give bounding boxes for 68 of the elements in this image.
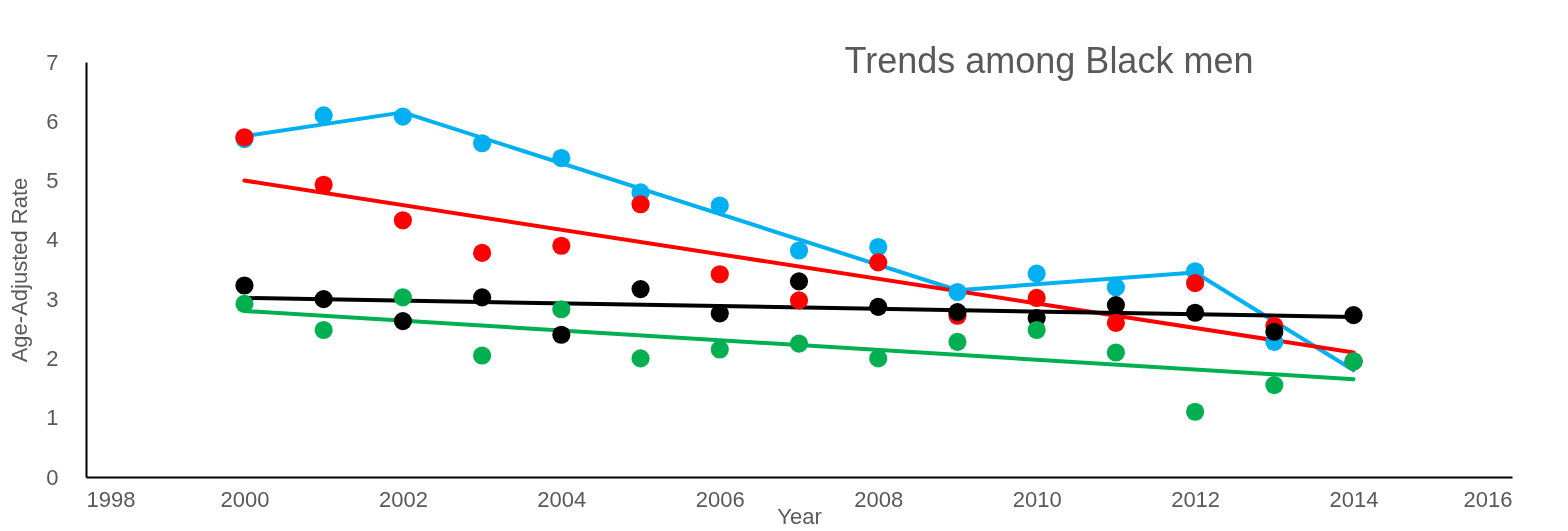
x-tick-label: 2000	[220, 486, 270, 512]
point	[393, 107, 412, 126]
y-tick-label: 2	[46, 345, 59, 371]
point	[1106, 296, 1125, 315]
x-tick-label: 1998	[86, 486, 136, 512]
point	[473, 346, 492, 365]
point	[710, 340, 729, 359]
point	[393, 211, 412, 230]
point	[1186, 274, 1205, 293]
point	[631, 280, 650, 299]
x-tick-label: 2010	[1012, 486, 1062, 512]
point	[1106, 278, 1125, 297]
point	[948, 282, 967, 302]
point	[1027, 320, 1046, 340]
x-tick-label: 2008	[854, 486, 904, 512]
point	[552, 148, 571, 168]
y-tick-label: 4	[46, 227, 59, 253]
x-tick-label: 2014	[1329, 486, 1379, 512]
point	[869, 237, 888, 257]
x-axis-title: Year	[777, 503, 822, 529]
point	[710, 265, 729, 284]
chart-title: Trends among Black men	[844, 40, 1254, 81]
point	[235, 276, 254, 295]
point	[314, 290, 333, 309]
y-tick-label: 3	[46, 286, 59, 312]
point	[1027, 264, 1046, 283]
x-tick-label: 2012	[1171, 486, 1221, 512]
y-tick-label: 6	[46, 108, 59, 134]
point	[314, 320, 333, 340]
point	[789, 291, 809, 310]
point	[1027, 288, 1046, 308]
x-tick-label: 2006	[695, 486, 745, 512]
point	[1106, 313, 1125, 332]
point	[1186, 303, 1205, 322]
y-tick-label: 1	[46, 405, 59, 431]
point	[314, 175, 333, 194]
x-tick-label: 2004	[537, 486, 587, 512]
point	[552, 236, 571, 255]
point	[552, 325, 571, 344]
x-tick-label: 2002	[378, 486, 428, 512]
point	[473, 288, 492, 307]
point	[1265, 376, 1284, 395]
point	[869, 349, 888, 368]
point	[869, 253, 888, 272]
point	[789, 241, 809, 260]
point	[948, 332, 967, 351]
point	[393, 288, 412, 307]
point	[1344, 306, 1363, 325]
y-tick-label: 5	[46, 168, 59, 194]
point	[1265, 322, 1284, 341]
x-tick-label: 2016	[1463, 486, 1513, 512]
point	[1186, 402, 1205, 421]
point	[631, 195, 650, 214]
point	[789, 272, 809, 291]
point	[393, 312, 412, 331]
point	[789, 334, 809, 353]
point	[631, 349, 650, 368]
point	[710, 196, 729, 215]
point	[552, 300, 571, 319]
point	[473, 243, 492, 262]
point	[1106, 343, 1125, 362]
point	[869, 297, 888, 316]
y-axis-title: Age-Adjusted Rate	[7, 177, 33, 363]
y-tick-label: 0	[46, 464, 59, 490]
point	[314, 106, 333, 125]
point	[235, 294, 254, 313]
y-tick-label: 7	[46, 49, 59, 75]
point	[473, 134, 492, 153]
